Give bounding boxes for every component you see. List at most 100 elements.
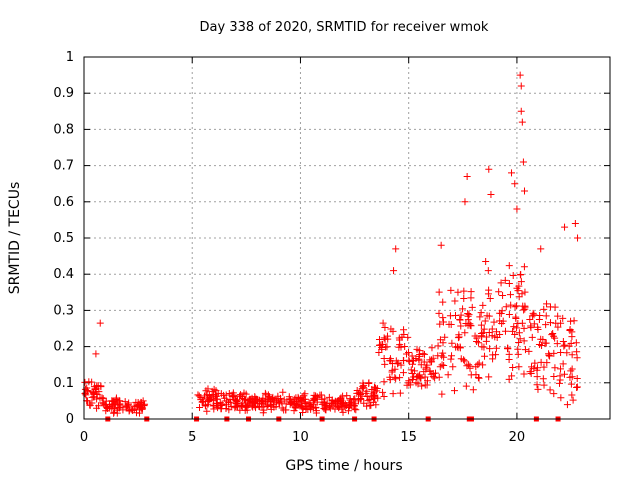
data-point <box>217 405 225 413</box>
data-point <box>439 318 447 326</box>
grid <box>84 57 610 419</box>
data-point <box>112 395 120 403</box>
data-point <box>364 397 372 405</box>
data-point <box>213 402 221 410</box>
data-point <box>472 363 480 371</box>
data-point <box>226 395 234 403</box>
data-point <box>505 375 513 383</box>
data-point <box>476 313 484 321</box>
data-point <box>482 258 490 266</box>
data-point <box>232 397 240 405</box>
data-point <box>194 391 202 399</box>
data-point <box>509 271 517 279</box>
data-point <box>468 303 476 311</box>
data-point <box>492 344 500 352</box>
data-point <box>461 357 469 365</box>
data-point <box>366 395 374 403</box>
data-point <box>356 388 364 396</box>
data-point <box>380 378 388 386</box>
data-point <box>378 345 386 353</box>
y-tick-label: 0.1 <box>53 376 74 391</box>
data-point <box>573 383 581 391</box>
data-point <box>563 401 571 409</box>
data-point <box>227 399 235 407</box>
data-point <box>363 402 371 410</box>
data-point <box>477 321 485 329</box>
data-point <box>241 402 249 410</box>
data-point <box>82 389 90 397</box>
data-point <box>398 333 406 341</box>
data-point <box>487 191 495 199</box>
data-point <box>549 330 557 338</box>
data-point <box>440 353 448 361</box>
data-point <box>392 357 400 365</box>
data-point <box>534 385 542 393</box>
data-point <box>388 366 396 374</box>
data-point <box>331 405 339 413</box>
data-point <box>242 403 250 411</box>
data-point <box>474 373 482 381</box>
data-point <box>132 409 140 417</box>
data-point <box>543 300 551 308</box>
data-point <box>533 364 541 372</box>
data-point <box>376 341 384 349</box>
data-point <box>518 319 526 327</box>
data-point <box>517 107 525 115</box>
data-point <box>125 399 133 407</box>
data-point <box>454 334 462 342</box>
data-point <box>573 354 581 362</box>
y-axis-ticks: 0 0.1 0.2 0.3 0.4 0.5 0.6 0.7 0.8 0.9 1 <box>53 50 610 427</box>
data-point <box>546 352 554 360</box>
data-point <box>381 324 389 332</box>
data-point <box>418 382 426 390</box>
data-point <box>214 404 222 412</box>
data-point <box>571 220 579 228</box>
data-point <box>460 356 468 364</box>
data-point <box>550 373 558 381</box>
data-point <box>467 288 475 296</box>
data-point <box>365 379 373 387</box>
data-point <box>292 398 300 406</box>
data-point <box>436 363 444 371</box>
data-point <box>533 373 541 381</box>
data-point <box>501 327 509 335</box>
data-point <box>565 342 573 350</box>
data-point <box>321 395 329 403</box>
data-point <box>307 403 315 411</box>
x-tick-label: 0 <box>80 430 88 445</box>
data-point <box>372 401 380 409</box>
data-point <box>520 263 528 271</box>
data-point <box>204 385 212 393</box>
data-point <box>551 334 559 342</box>
data-point <box>554 323 562 331</box>
data-point <box>279 388 287 396</box>
data-point <box>139 397 147 405</box>
data-point <box>333 397 341 405</box>
data-point <box>484 267 492 275</box>
data-point <box>436 320 444 328</box>
data-point <box>351 405 359 413</box>
data-point <box>525 347 533 355</box>
data-point <box>483 312 491 320</box>
data-point <box>97 382 105 390</box>
data-point <box>195 392 203 400</box>
data-point <box>408 352 416 360</box>
data-point <box>506 291 514 299</box>
data-point <box>528 363 536 371</box>
data-point <box>486 345 494 353</box>
data-point <box>554 312 562 320</box>
data-point <box>456 343 464 351</box>
data-point <box>566 373 574 381</box>
data-point <box>540 363 548 371</box>
data-point <box>479 301 487 309</box>
data-point <box>537 245 545 253</box>
data-point <box>405 377 413 385</box>
data-point <box>248 394 256 402</box>
data-point <box>386 376 394 384</box>
x-tick-label: 5 <box>188 430 196 445</box>
data-point <box>212 395 220 403</box>
data-point <box>92 384 100 392</box>
data-point <box>553 340 561 348</box>
data-point <box>568 365 576 373</box>
data-point <box>463 172 471 180</box>
